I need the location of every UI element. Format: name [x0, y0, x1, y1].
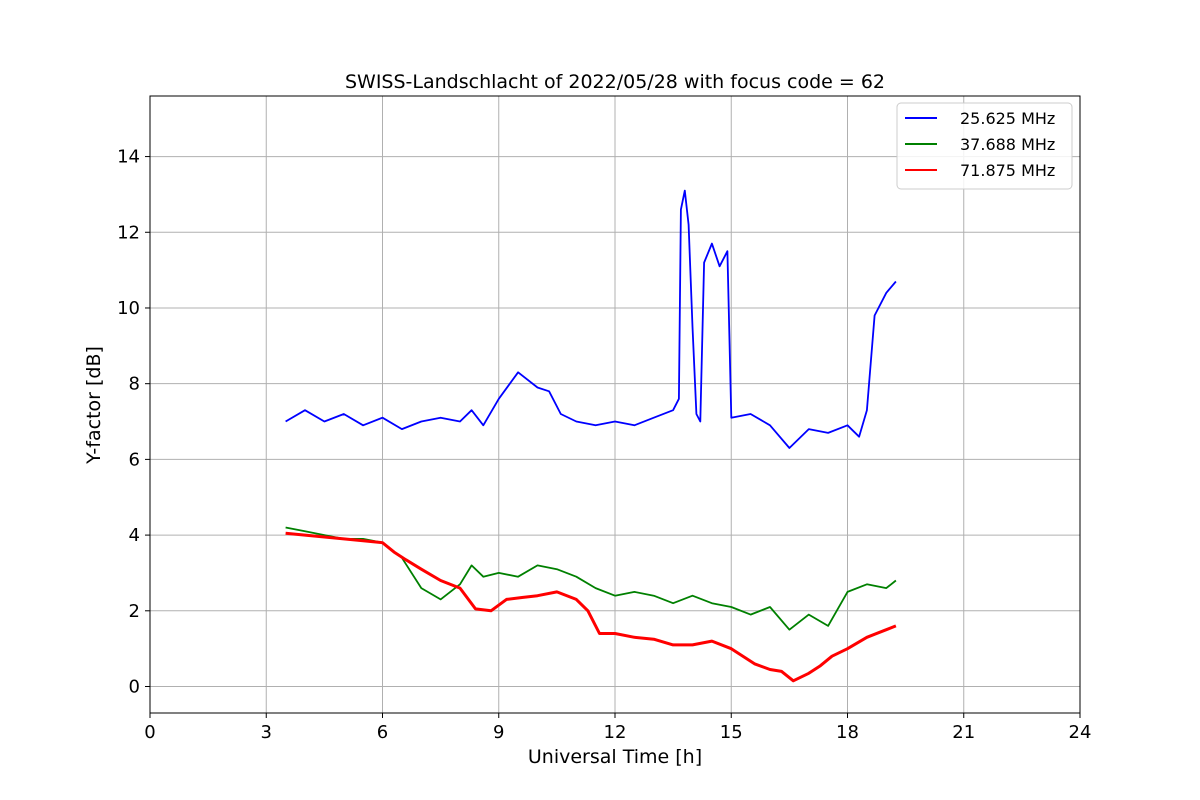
y-axis: 0 2 4 6 8 10 12 14 — [117, 147, 150, 698]
legend-label-1: 25.625 MHz — [960, 109, 1055, 128]
x-tick-label: 0 — [144, 722, 155, 743]
legend: 25.625 MHz 37.688 MHz 71.875 MHz — [896, 102, 1073, 190]
y-tick-label: 8 — [129, 374, 140, 395]
y-tick-label: 6 — [129, 449, 140, 470]
y-tick-label: 0 — [129, 677, 140, 698]
x-tick-label: 3 — [261, 722, 272, 743]
x-tick-label: 9 — [493, 722, 504, 743]
series-line-1 — [285, 189, 897, 449]
chart-title: SWISS-Landschlacht of 2022/05/28 with fo… — [345, 71, 885, 93]
legend-label-3: 71.875 MHz — [960, 161, 1055, 180]
series-layer — [285, 189, 897, 683]
x-tick-label: 24 — [1069, 722, 1092, 743]
series-line-3 — [285, 531, 897, 683]
x-tick-label: 18 — [836, 722, 859, 743]
legend-label-2: 37.688 MHz — [960, 135, 1055, 154]
x-axis: 0 3 6 9 12 15 18 21 24 — [144, 713, 1091, 743]
y-tick-label: 12 — [117, 222, 140, 243]
y-tick-label: 10 — [117, 298, 140, 319]
y-tick-label: 14 — [117, 147, 140, 168]
x-tick-label: 12 — [604, 722, 627, 743]
x-tick-label: 15 — [720, 722, 743, 743]
y-tick-label: 2 — [129, 601, 140, 622]
x-axis-label: Universal Time [h] — [528, 746, 702, 768]
y-axis-label: Y-factor [dB] — [83, 346, 105, 465]
plot-area — [285, 189, 897, 683]
y-tick-label: 4 — [129, 525, 140, 546]
x-tick-label: 6 — [377, 722, 388, 743]
x-tick-label: 21 — [952, 722, 975, 743]
legend-box — [896, 102, 1073, 190]
